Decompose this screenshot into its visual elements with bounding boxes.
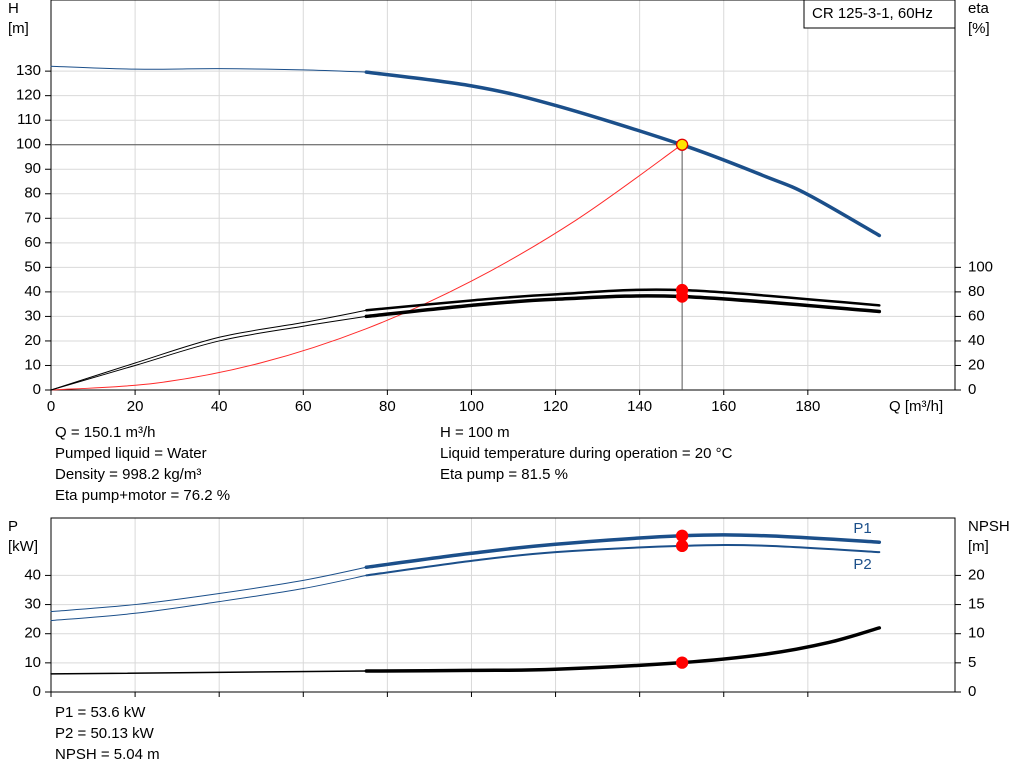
y-tick-label: 120 xyxy=(16,87,41,104)
y2-tick-label: 20 xyxy=(968,566,985,583)
curve xyxy=(364,533,882,570)
y-tick-label: 0 xyxy=(33,683,41,700)
y2-axis-label: NPSH xyxy=(968,518,1010,535)
y2-axis-unit: [m] xyxy=(968,538,989,555)
plot-frame xyxy=(50,0,956,391)
y-tick-label: 40 xyxy=(24,566,41,583)
y-tick-label: 0 xyxy=(33,381,41,398)
y-tick-label: 80 xyxy=(24,185,41,202)
y-tick-label: 100 xyxy=(16,136,41,153)
info-text: Density = 998.2 kg/m³ xyxy=(55,466,201,483)
info-text: P1 = 53.6 kW xyxy=(55,704,146,721)
operating-point xyxy=(675,539,689,553)
x-tick-label: 100 xyxy=(459,398,484,415)
info-text: H = 100 m xyxy=(440,424,510,441)
curve-label: P2 xyxy=(853,556,871,573)
y-axis-unit: [kW] xyxy=(8,538,38,555)
y2-tick-label: 20 xyxy=(968,356,985,373)
y-tick-label: 90 xyxy=(24,160,41,177)
y2-tick-label: 40 xyxy=(968,332,985,349)
y-axis-unit: [m] xyxy=(8,20,29,37)
curve xyxy=(50,315,367,391)
y-tick-label: 130 xyxy=(16,62,41,79)
y-tick-label: 60 xyxy=(24,234,41,251)
info-text: P2 = 50.13 kW xyxy=(55,725,155,742)
y-axis-label: H xyxy=(8,0,19,17)
y-tick-label: 10 xyxy=(24,654,41,671)
info-text: Pumped liquid = Water xyxy=(55,445,207,462)
x-tick-label: 180 xyxy=(795,398,820,415)
y-tick-label: 40 xyxy=(24,283,41,300)
y-tick-label: 20 xyxy=(24,625,41,642)
x-tick-label: 60 xyxy=(295,398,312,415)
info-text: Eta pump+motor = 76.2 % xyxy=(55,487,230,504)
curve-label: P1 xyxy=(853,520,871,537)
operating-point xyxy=(675,529,689,542)
x-tick-label: 160 xyxy=(711,398,736,415)
x-tick-label: 140 xyxy=(627,398,652,415)
curve xyxy=(50,144,683,391)
curve xyxy=(50,65,367,73)
y-tick-label: 50 xyxy=(24,258,41,275)
y2-tick-label: 0 xyxy=(968,381,976,398)
y2-tick-label: 60 xyxy=(968,307,985,324)
y2-axis-unit: [%] xyxy=(968,20,990,37)
title-box xyxy=(803,0,956,29)
y-tick-label: 20 xyxy=(24,332,41,349)
y2-tick-label: 15 xyxy=(968,596,985,613)
y2-tick-label: 10 xyxy=(968,625,985,642)
y2-axis-label: eta xyxy=(968,0,990,17)
y-tick-label: 70 xyxy=(24,209,41,226)
curve xyxy=(50,574,367,622)
operating-point xyxy=(675,656,689,669)
x-tick-label: 0 xyxy=(47,398,55,415)
x-tick-label: 40 xyxy=(211,398,228,415)
info-text: Liquid temperature during operation = 20… xyxy=(440,445,733,462)
curve xyxy=(365,544,881,577)
curve xyxy=(364,626,882,673)
y-tick-label: 10 xyxy=(24,356,41,373)
curve xyxy=(365,288,881,312)
x-tick-label: 80 xyxy=(379,398,396,415)
y-tick-label: 30 xyxy=(24,307,41,324)
curve xyxy=(50,670,368,675)
curve xyxy=(50,566,367,613)
operating-point xyxy=(675,138,689,151)
y-axis-label: P xyxy=(8,518,18,535)
y2-tick-label: 100 xyxy=(968,258,993,275)
operating-point xyxy=(675,290,689,303)
curve xyxy=(364,70,882,238)
info-text: Eta pump = 81.5 % xyxy=(440,466,568,483)
y-tick-label: 30 xyxy=(24,596,41,613)
x-tick-label: 20 xyxy=(127,398,144,415)
curve xyxy=(364,294,882,319)
y2-tick-label: 80 xyxy=(968,283,985,300)
info-text: Q = 150.1 m³/h xyxy=(55,424,155,441)
x-axis-label: Q [m³/h] xyxy=(889,398,943,415)
y2-tick-label: 5 xyxy=(968,654,976,671)
curve xyxy=(50,309,367,391)
info-text: NPSH = 5.04 m xyxy=(55,746,160,763)
chart-title: CR 125-3-1, 60Hz xyxy=(812,5,933,22)
x-tick-label: 120 xyxy=(543,398,568,415)
y-tick-label: 110 xyxy=(17,111,41,128)
y2-tick-label: 0 xyxy=(968,683,976,700)
